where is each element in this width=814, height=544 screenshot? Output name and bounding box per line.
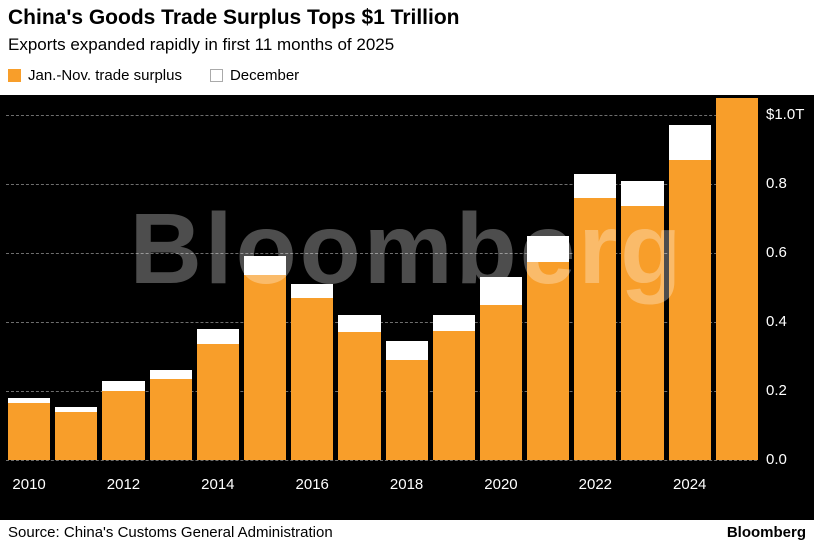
legend-label-jan-nov: Jan.-Nov. trade surplus bbox=[28, 67, 182, 84]
gridline bbox=[6, 460, 757, 461]
jan-nov-segment bbox=[149, 378, 192, 460]
chart-title: China's Goods Trade Surplus Tops $1 Tril… bbox=[8, 6, 460, 29]
bar-2019 bbox=[432, 315, 475, 460]
legend-item-december: December bbox=[209, 67, 300, 84]
december-segment bbox=[574, 173, 617, 198]
december-segment bbox=[149, 370, 192, 379]
december-segment bbox=[243, 256, 287, 276]
jan-nov-segment bbox=[55, 411, 98, 460]
bar-2022 bbox=[574, 173, 617, 460]
jan-nov-segment bbox=[479, 304, 523, 460]
jan-nov-segment bbox=[291, 297, 334, 460]
december-segment bbox=[432, 315, 475, 331]
gridline bbox=[6, 184, 757, 185]
bar-2014 bbox=[196, 328, 239, 460]
december-segment bbox=[196, 328, 239, 345]
legend-swatch-jan-nov-icon bbox=[8, 69, 21, 82]
bar-2025 bbox=[715, 97, 758, 460]
x-axis-label: 2012 bbox=[106, 476, 141, 493]
bar-2011 bbox=[55, 406, 98, 460]
y-axis-label: 0.4 bbox=[766, 313, 787, 330]
gridline bbox=[6, 253, 757, 254]
x-axis-label: 2024 bbox=[673, 476, 707, 493]
bloomberg-logo: Bloomberg bbox=[726, 523, 806, 541]
december-segment bbox=[291, 284, 334, 298]
jan-nov-segment bbox=[574, 197, 617, 460]
bar-2023 bbox=[621, 180, 664, 460]
x-axis-label: 2022 bbox=[578, 476, 613, 493]
chart-header: China's Goods Trade Surplus Tops $1 Tril… bbox=[0, 0, 814, 95]
jan-nov-segment bbox=[8, 403, 51, 460]
jan-nov-segment bbox=[715, 97, 758, 460]
jan-nov-segment bbox=[338, 332, 381, 460]
december-segment bbox=[668, 125, 711, 160]
december-segment bbox=[102, 380, 145, 391]
jan-nov-segment bbox=[102, 390, 145, 460]
jan-nov-segment bbox=[385, 359, 428, 460]
x-axis-label: 2020 bbox=[484, 476, 518, 493]
december-segment bbox=[55, 406, 98, 412]
y-axis-label: 0.8 bbox=[766, 175, 787, 192]
legend-item-jan-nov: Jan.-Nov. trade surplus bbox=[8, 67, 182, 84]
bar-2017 bbox=[338, 315, 381, 460]
y-axis-label: $1.0T bbox=[766, 106, 805, 123]
bar-2024 bbox=[668, 125, 711, 460]
gridline bbox=[6, 322, 757, 323]
jan-nov-segment bbox=[668, 159, 711, 460]
jan-nov-segment bbox=[432, 330, 475, 460]
bar-2021 bbox=[527, 235, 570, 460]
bar-2020 bbox=[479, 277, 523, 460]
december-segment bbox=[338, 315, 381, 333]
december-segment bbox=[385, 340, 428, 360]
chart-subtitle: Exports expanded rapidly in first 11 mon… bbox=[8, 35, 395, 54]
bar-2012 bbox=[102, 380, 145, 460]
legend: Jan.-Nov. trade surplus December bbox=[8, 67, 806, 84]
y-axis-label: 0.6 bbox=[766, 244, 787, 261]
gridline bbox=[6, 115, 757, 116]
jan-nov-segment bbox=[243, 275, 287, 460]
jan-nov-segment bbox=[527, 261, 570, 460]
legend-label-december: December bbox=[229, 67, 300, 84]
bar-2015 bbox=[243, 256, 287, 460]
source-text: Source: China's Customs General Administ… bbox=[8, 523, 333, 541]
december-segment bbox=[479, 277, 523, 305]
x-axis-label: 2016 bbox=[295, 476, 329, 493]
y-axis-label: 0.2 bbox=[766, 382, 787, 399]
december-segment bbox=[527, 235, 570, 262]
legend-swatch-december-icon bbox=[209, 69, 223, 82]
chart-footer: Source: China's Customs General Administ… bbox=[0, 520, 814, 544]
x-axis-label: 2018 bbox=[389, 476, 424, 493]
chart-area: Bloomberg 0.0 0.2 0.4 0.6 0.8 $1.0T 2010 2012 20… bbox=[0, 95, 814, 520]
x-axis-label: 2010 bbox=[12, 476, 46, 493]
x-axis-label: 2014 bbox=[201, 476, 235, 493]
bar-2018 bbox=[385, 340, 428, 460]
bar-2010 bbox=[8, 397, 51, 460]
jan-nov-segment bbox=[621, 206, 664, 460]
y-axis-label: 0.0 bbox=[766, 451, 787, 468]
bar-2016 bbox=[291, 284, 334, 460]
december-segment bbox=[8, 397, 51, 404]
bar-2013 bbox=[149, 370, 192, 460]
jan-nov-segment bbox=[196, 344, 239, 460]
gridline bbox=[6, 391, 757, 392]
december-segment bbox=[621, 180, 664, 207]
